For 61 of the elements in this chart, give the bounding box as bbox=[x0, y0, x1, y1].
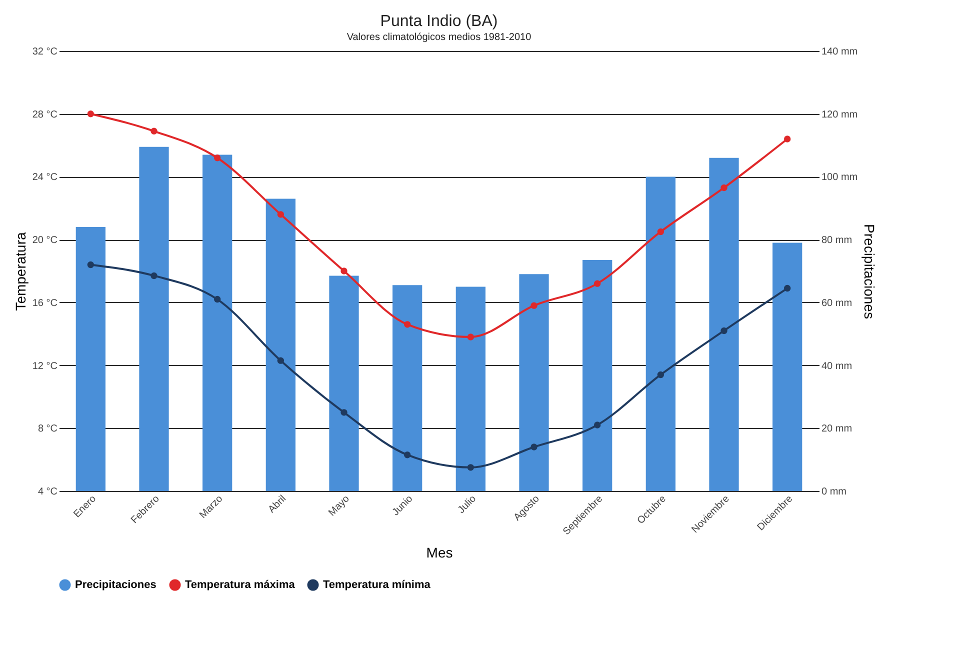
y-tick-label: 24 °C bbox=[32, 172, 58, 184]
bar bbox=[456, 286, 486, 491]
point bbox=[594, 280, 601, 287]
y2-tick-label: 100 mm bbox=[822, 172, 858, 184]
point bbox=[404, 452, 411, 458]
legend-label: Temperatura máxima bbox=[185, 579, 296, 591]
point bbox=[340, 268, 348, 274]
point bbox=[404, 321, 411, 328]
y2-tick-label: 140 mm bbox=[822, 46, 858, 58]
y-axis-title: Temperatura bbox=[12, 232, 28, 311]
y-tick-label: 28 °C bbox=[32, 109, 58, 120]
bar bbox=[202, 154, 232, 491]
y-tick-label: 4 °C bbox=[38, 486, 58, 498]
point bbox=[277, 357, 284, 364]
point bbox=[87, 261, 94, 268]
point bbox=[467, 464, 474, 471]
x-tick-label: Julio bbox=[456, 493, 479, 516]
point bbox=[530, 444, 538, 450]
y2-tick-label: 40 mm bbox=[822, 360, 852, 372]
bar bbox=[709, 158, 739, 491]
bar bbox=[519, 274, 549, 491]
y-tick-label: 16 °C bbox=[32, 298, 58, 309]
bar bbox=[139, 146, 169, 491]
y-tick-label: 8 °C bbox=[38, 424, 58, 435]
bar bbox=[646, 176, 676, 491]
point bbox=[784, 136, 791, 142]
bar bbox=[76, 227, 106, 491]
point bbox=[467, 334, 474, 340]
legend-label: Precipitaciones bbox=[75, 579, 156, 591]
point bbox=[594, 422, 601, 428]
point bbox=[657, 228, 664, 236]
bar bbox=[392, 285, 422, 491]
y2-tick-label: 80 mm bbox=[822, 235, 852, 246]
chart-subtitle: Valores climatológicos medios 1981-2010 bbox=[346, 32, 532, 43]
point bbox=[150, 272, 158, 280]
point bbox=[214, 154, 221, 162]
bar bbox=[329, 276, 359, 491]
x-axis-title: Mes bbox=[426, 544, 453, 561]
y-tick-label: 12 °C bbox=[32, 360, 58, 372]
legend-label: Temperatura mínima bbox=[323, 579, 432, 591]
y2-tick-label: 20 mm bbox=[822, 424, 852, 435]
point bbox=[784, 284, 791, 292]
bar bbox=[266, 198, 296, 491]
y2-axis-title: Precipitaciones bbox=[862, 224, 878, 319]
point bbox=[720, 327, 728, 334]
y2-tick-label: 0 mm bbox=[822, 486, 846, 498]
point bbox=[150, 128, 158, 134]
y2-tick-label: 60 mm bbox=[822, 298, 852, 309]
point bbox=[87, 110, 94, 118]
point bbox=[214, 296, 221, 303]
chart-title: Punta Indio (BA) bbox=[380, 13, 498, 30]
point bbox=[720, 184, 728, 192]
bar bbox=[582, 260, 612, 491]
point bbox=[340, 409, 348, 416]
y2-tick-label: 120 mm bbox=[822, 109, 858, 120]
point bbox=[657, 371, 664, 378]
bar bbox=[772, 242, 802, 491]
point bbox=[277, 211, 284, 218]
y-tick-label: 20 °C bbox=[32, 235, 58, 246]
point bbox=[530, 302, 538, 309]
y-tick-label: 32 °C bbox=[32, 46, 58, 58]
